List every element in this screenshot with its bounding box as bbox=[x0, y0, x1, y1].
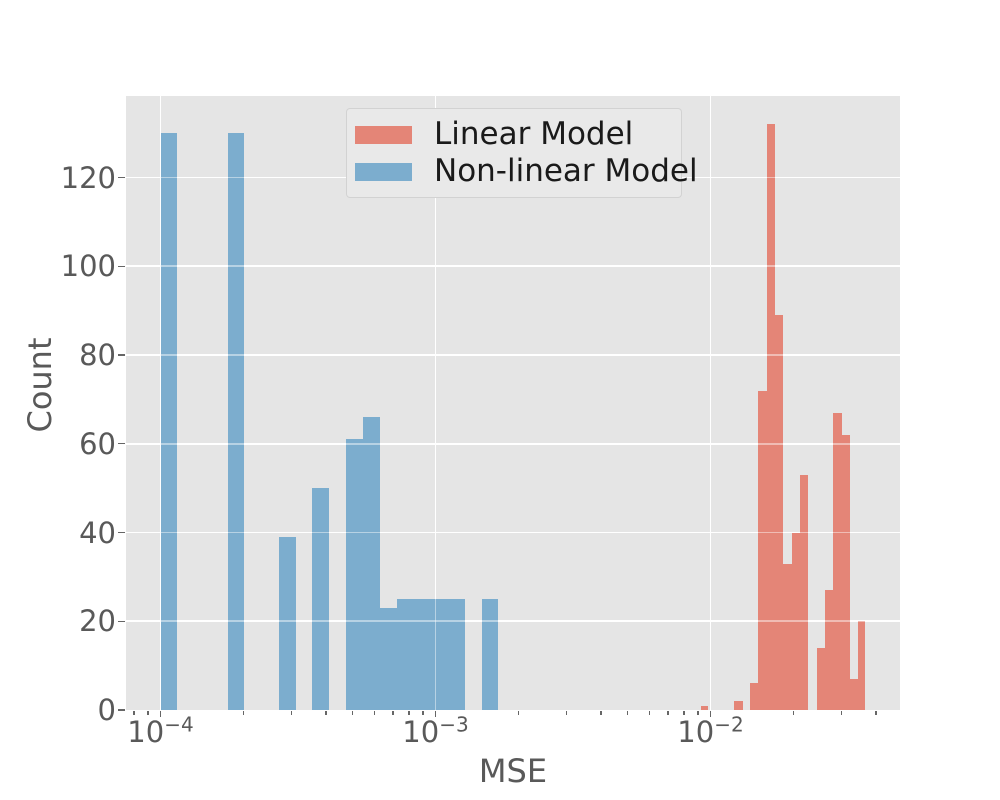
gridline-vertical-overlay bbox=[709, 96, 712, 710]
legend-swatch-linear-model bbox=[355, 125, 412, 144]
x-axis-title: MSE bbox=[478, 752, 548, 790]
x-minor-tickmark bbox=[875, 711, 877, 715]
histogram-bar bbox=[791, 532, 800, 710]
x-major-tickmark bbox=[159, 711, 162, 717]
x-major-tickmark bbox=[709, 711, 712, 717]
x-tick-exponent: −2 bbox=[714, 712, 744, 737]
histogram-bar bbox=[278, 536, 296, 710]
y-tick-label: 80 bbox=[79, 338, 116, 372]
x-tick-exponent: −4 bbox=[164, 712, 194, 737]
gridline-horizontal bbox=[126, 620, 900, 623]
legend-item-nonlinear-model: Non-linear Model bbox=[355, 156, 698, 187]
histogram-bar bbox=[857, 621, 866, 710]
y-tickmark bbox=[118, 531, 125, 534]
histogram-bar bbox=[833, 412, 842, 710]
x-minor-tickmark bbox=[517, 711, 519, 715]
x-minor-tickmark bbox=[408, 711, 410, 715]
histogram-bar bbox=[816, 647, 826, 710]
x-minor-tickmark bbox=[291, 711, 293, 715]
gridline-horizontal bbox=[126, 354, 900, 356]
legend-label-linear-model: Linear Model bbox=[434, 116, 634, 152]
gridline-horizontal-overlay bbox=[126, 442, 900, 445]
x-tick-base: 10 bbox=[677, 715, 715, 749]
y-tick-label: 0 bbox=[97, 693, 116, 727]
x-tick-label-1e-3: 10−3 bbox=[402, 714, 468, 749]
x-tick-base: 10 bbox=[127, 715, 165, 749]
histogram-bar bbox=[160, 133, 178, 710]
y-tickmark bbox=[118, 443, 125, 445]
histogram-bar bbox=[825, 590, 834, 710]
x-minor-tickmark bbox=[792, 711, 794, 715]
y-tickmark bbox=[118, 176, 125, 179]
legend-item-linear-model: Linear Model bbox=[355, 119, 681, 150]
x-minor-tickmark bbox=[683, 711, 685, 715]
y-tick-label: 100 bbox=[60, 249, 116, 284]
x-minor-tickmark bbox=[352, 711, 354, 715]
x-minor-tickmark bbox=[697, 711, 699, 715]
histogram-bar bbox=[775, 315, 784, 710]
gridline-horizontal-overlay bbox=[126, 620, 900, 623]
x-minor-tickmark bbox=[667, 711, 669, 715]
x-minor-tickmark bbox=[147, 711, 149, 715]
x-minor-tickmark bbox=[373, 711, 376, 715]
y-tick-label: 40 bbox=[79, 515, 116, 550]
y-tick-label: 60 bbox=[79, 426, 116, 461]
histogram-bar bbox=[850, 678, 858, 710]
gridline-horizontal-overlay bbox=[126, 531, 900, 534]
x-tick-exponent: −3 bbox=[439, 712, 469, 737]
histogram-bar bbox=[363, 417, 380, 710]
gridline-horizontal-overlay bbox=[126, 354, 900, 356]
histogram-bar bbox=[312, 488, 330, 710]
histogram-bar bbox=[783, 563, 792, 710]
histogram-bar bbox=[481, 599, 499, 710]
y-axis-title: Count bbox=[21, 337, 59, 433]
x-minor-tickmark bbox=[325, 711, 327, 715]
x-minor-tickmark bbox=[242, 711, 244, 715]
x-major-tickmark bbox=[434, 711, 437, 717]
gridline-horizontal bbox=[126, 265, 900, 268]
histogram-bar bbox=[766, 124, 776, 710]
x-minor-tickmark bbox=[133, 711, 135, 715]
histogram-bar bbox=[800, 474, 809, 710]
x-tick-label-1e-2: 10−2 bbox=[677, 714, 743, 749]
y-tick-label: 20 bbox=[79, 604, 116, 639]
y-tickmark bbox=[118, 709, 125, 711]
histogram-bar bbox=[228, 133, 245, 710]
histogram-bar bbox=[734, 701, 743, 710]
x-minor-tickmark bbox=[627, 711, 629, 715]
x-tick-label-1e-4: 10−4 bbox=[127, 714, 193, 749]
histogram-bar bbox=[379, 607, 397, 710]
histogram-bar bbox=[346, 439, 364, 710]
x-minor-tickmark bbox=[422, 711, 424, 715]
legend: Linear Model Non-linear Model bbox=[346, 108, 698, 198]
legend-label-nonlinear-model: Non-linear Model bbox=[434, 153, 698, 189]
y-tickmark bbox=[118, 354, 125, 356]
y-tick-label: 120 bbox=[60, 160, 116, 195]
gridline-horizontal bbox=[126, 531, 900, 534]
y-tickmark bbox=[118, 265, 125, 267]
gridline-vertical bbox=[709, 96, 712, 710]
histogram-bar bbox=[750, 683, 759, 710]
x-tick-base: 10 bbox=[402, 715, 440, 749]
plot-area bbox=[126, 96, 900, 710]
x-minor-tickmark bbox=[600, 711, 602, 715]
histogram-bar bbox=[841, 434, 850, 710]
gridline-horizontal bbox=[126, 442, 900, 445]
gridline-horizontal-overlay bbox=[126, 265, 900, 268]
histogram-bar bbox=[700, 705, 709, 710]
gridline-vertical-overlay bbox=[159, 96, 162, 710]
gridline-vertical bbox=[434, 96, 437, 710]
gridline-vertical-overlay bbox=[434, 96, 437, 710]
histogram-bar bbox=[758, 390, 767, 710]
x-minor-tickmark bbox=[392, 711, 394, 715]
y-tickmark bbox=[118, 620, 125, 622]
histogram-bar bbox=[396, 599, 465, 710]
x-minor-tickmark bbox=[566, 711, 568, 715]
x-minor-tickmark bbox=[841, 711, 843, 715]
x-minor-tickmark bbox=[648, 711, 651, 715]
legend-swatch-nonlinear-model bbox=[355, 162, 412, 181]
